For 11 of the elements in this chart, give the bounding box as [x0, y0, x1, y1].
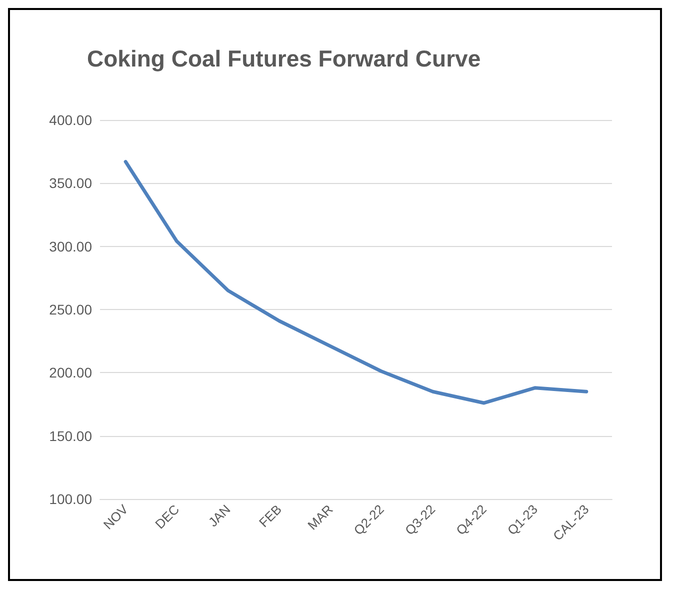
y-tick-label: 300.00 [49, 238, 92, 254]
y-tick-label: 250.00 [49, 302, 92, 318]
line-series [124, 160, 588, 405]
chart-title: Coking Coal Futures Forward Curve [87, 46, 481, 72]
y-tick-label: 400.00 [49, 112, 92, 128]
y-tick-label: 350.00 [49, 175, 92, 192]
x-tick-label: FEB [256, 502, 285, 530]
x-tick-label: JAN [205, 502, 234, 530]
y-tick-label: 200.00 [49, 364, 92, 381]
y-tick-label: 100.00 [49, 491, 92, 507]
y-tick-label: 150.00 [49, 428, 92, 444]
